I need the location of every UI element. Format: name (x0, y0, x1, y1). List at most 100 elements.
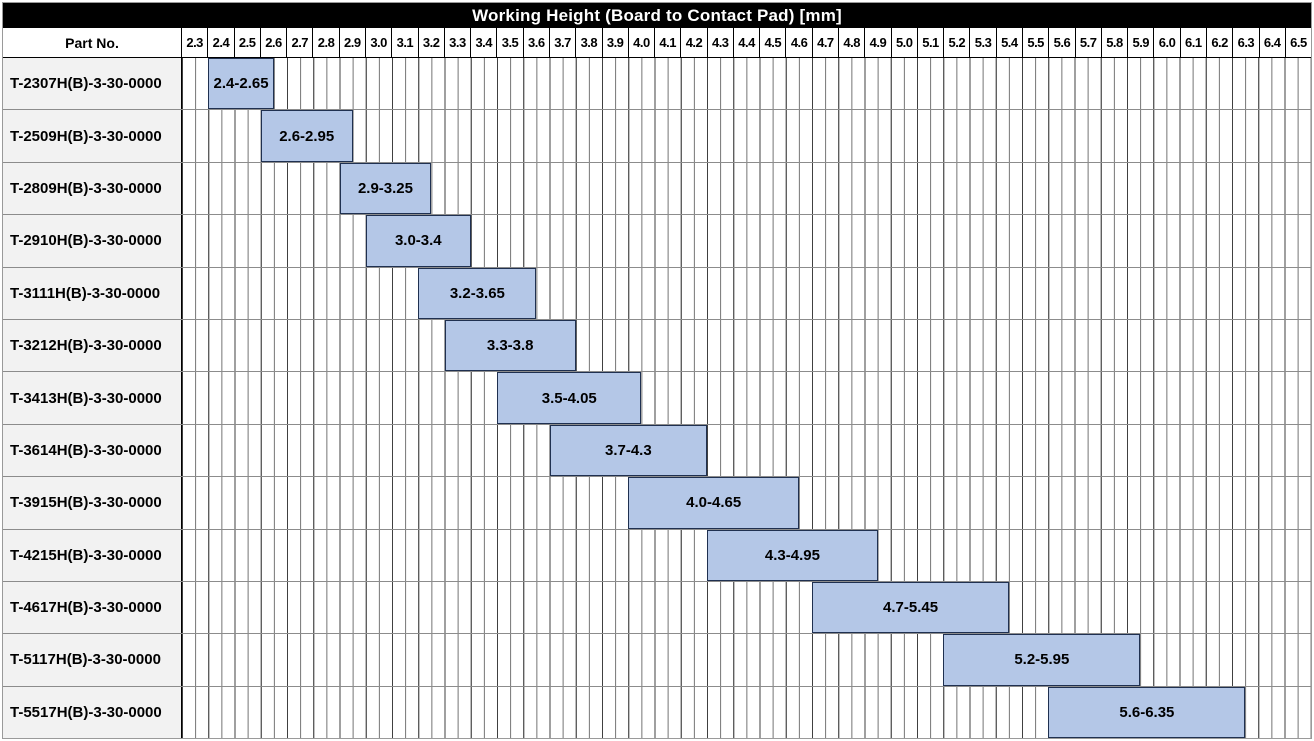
part-no-cell: T-3212H(B)-3-30-0000 (3, 319, 182, 372)
part-row: T-4215H(B)-3-30-0000 4.3-4.95 (3, 528, 1311, 581)
axis-tick-label: 5.0 (890, 28, 917, 57)
rows-container: T-2307H(B)-3-30-0000 2.4-2.65 T-2509H(B)-3… (3, 58, 1311, 739)
row-grid: 2.9-3.25 (182, 162, 1311, 215)
row-grid: 3.2-3.65 (182, 267, 1311, 319)
part-no-cell: T-4617H(B)-3-30-0000 (3, 581, 182, 634)
axis-tick-label: 2.3 (186, 35, 203, 50)
axis-tick-label: 6.1 (1179, 28, 1206, 57)
part-row: T-2509H(B)-3-30-0000 2.6-2.95 (3, 109, 1311, 162)
part-row: T-4617H(B)-3-30-0000 4.7-5.45 (3, 580, 1311, 634)
row-grid: 3.7-4.3 (182, 424, 1311, 477)
axis-tick-label: 6.2 (1205, 28, 1232, 57)
part-no-cell: T-3111H(B)-3-30-0000 (3, 267, 182, 319)
axis-tick-label: 2.9 (338, 28, 365, 57)
axis-tick-label: 4.1 (654, 28, 680, 57)
part-no-cell: T-2809H(B)-3-30-0000 (3, 162, 182, 215)
axis-tick-label: 3.2 (417, 28, 444, 57)
axis-tick-label: 4.4 (732, 28, 759, 57)
axis-tick-label: 6.4 (1258, 28, 1285, 57)
part-row: T-3212H(B)-3-30-0000 3.3-3.8 (3, 318, 1311, 372)
axis-tick-label: 6.5 (1284, 28, 1311, 57)
part-row: T-2809H(B)-3-30-0000 2.9-3.25 (3, 161, 1311, 215)
axis-tick-label: 6.3 (1232, 28, 1258, 57)
range-bar: 4.3-4.95 (707, 529, 878, 581)
row-grid: 4.0-4.65 (182, 477, 1311, 529)
part-row: T-2307H(B)-3-30-0000 2.4-2.65 (3, 58, 1311, 110)
axis-tick-label: 4.9 (864, 28, 890, 57)
range-bar-label: 2.4-2.65 (213, 75, 269, 93)
axis-tick-label: 5.8 (1100, 28, 1127, 57)
axis-tick-label: 4.6 (785, 28, 811, 57)
part-no-cell: T-2307H(B)-3-30-0000 (3, 58, 182, 110)
range-bar: 2.4-2.65 (208, 58, 274, 110)
part-no-cell: T-5517H(B)-3-30-0000 (3, 686, 182, 739)
range-bar: 5.2-5.95 (943, 634, 1141, 686)
axis-tick-label: 5.1 (916, 28, 943, 57)
range-bar: 2.9-3.25 (339, 162, 432, 215)
axis-tick-label: 3.9 (601, 28, 628, 57)
axis-tick-label: 4.8 (838, 28, 864, 57)
row-grid: 3.3-3.8 (182, 319, 1311, 372)
range-bar-label: 3.2-3.65 (449, 284, 505, 302)
row-grid: 5.2-5.95 (182, 634, 1311, 686)
range-bar-label: 3.0-3.4 (394, 232, 442, 250)
part-no-cell: T-2910H(B)-3-30-0000 (3, 215, 182, 267)
part-no-header: Part No. (3, 28, 182, 57)
axis-tick-label: 5.2 (943, 28, 969, 57)
header-row: Part No. 2.3 2.4 2.5 2.6 2.7 2.8 2.9 3.0 3.1 3.2 3… (3, 28, 1311, 58)
axis-tick-label: 6.0 (1153, 28, 1179, 57)
part-row: T-3915H(B)-3-30-0000 4.0-4.65 (3, 476, 1311, 529)
axis-tick-label: 2.8 (312, 28, 338, 57)
axis-tick-label: 3.8 (575, 28, 601, 57)
range-bar-label: 3.7-4.3 (604, 441, 652, 459)
part-row: T-3614H(B)-3-30-0000 3.7-4.3 (3, 423, 1311, 477)
axis-tick-label: 4.3 (706, 28, 733, 57)
axis-tick-label: 4.5 (759, 28, 785, 57)
row-grid: 4.3-4.95 (182, 529, 1311, 581)
range-bar-label: 2.6-2.95 (279, 127, 335, 145)
part-no-cell: T-3413H(B)-3-30-0000 (3, 372, 182, 424)
part-row: T-2910H(B)-3-30-0000 3.0-3.4 (3, 214, 1311, 267)
range-bar-label: 4.7-5.45 (883, 599, 939, 617)
part-no-cell: T-2509H(B)-3-30-0000 (3, 110, 182, 162)
axis-tick-label: 3.0 (364, 28, 391, 57)
range-bar: 3.2-3.65 (418, 267, 537, 319)
axis-tick-label: 5.6 (1048, 28, 1074, 57)
axis-tick-label: 2.5 (233, 28, 260, 57)
range-bar-label: 5.6-6.35 (1119, 703, 1175, 721)
part-no-cell: T-3915H(B)-3-30-0000 (3, 477, 182, 529)
axis-tick-label: 3.3 (443, 28, 470, 57)
axis-tick-row: 2.3 2.4 2.5 2.6 2.7 2.8 2.9 3.0 3.1 3.2 3.3 3.4 3.5 3… (182, 28, 1311, 57)
range-bar: 3.3-3.8 (444, 319, 576, 372)
axis-tick-label: 5.7 (1074, 28, 1101, 57)
part-no-cell: T-4215H(B)-3-30-0000 (3, 529, 182, 581)
row-grid: 5.6-6.35 (182, 686, 1311, 739)
part-row: T-3111H(B)-3-30-0000 3.2-3.65 (3, 266, 1311, 319)
axis-tick-label: 3.1 (391, 28, 417, 57)
range-bar: 5.6-6.35 (1048, 686, 1246, 739)
axis-tick-label: 3.7 (548, 28, 575, 57)
axis-tick-label: 2.6 (259, 28, 286, 57)
row-grid: 3.5-4.05 (182, 372, 1311, 424)
range-bar-label: 5.2-5.95 (1014, 651, 1070, 669)
part-row: T-5117H(B)-3-30-0000 5.2-5.95 (3, 633, 1311, 686)
axis-tick-label: 4.2 (680, 28, 706, 57)
axis-tick-label: 3.5 (496, 28, 522, 57)
range-bar-label: 3.3-3.8 (486, 337, 534, 355)
axis-tick-label: 2.7 (286, 28, 312, 57)
axis-tick-label: 5.5 (1022, 28, 1048, 57)
axis-tick-label: 5.3 (969, 28, 995, 57)
range-bar: 3.5-4.05 (497, 372, 642, 424)
part-row: T-3413H(B)-3-30-0000 3.5-4.05 (3, 371, 1311, 424)
range-bar-label: 2.9-3.25 (357, 179, 413, 197)
part-row: T-5517H(B)-3-30-0000 5.6-6.35 (3, 685, 1311, 739)
axis-tick-label: 4.0 (627, 28, 654, 57)
range-bar: 4.0-4.65 (628, 477, 799, 529)
range-bar: 4.7-5.45 (812, 581, 1010, 634)
row-grid: 3.0-3.4 (182, 215, 1311, 267)
range-bar: 2.6-2.95 (260, 110, 353, 162)
part-no-cell: T-5117H(B)-3-30-0000 (3, 634, 182, 686)
range-bar: 3.0-3.4 (365, 215, 471, 267)
axis-tick-label: 4.7 (811, 28, 838, 57)
